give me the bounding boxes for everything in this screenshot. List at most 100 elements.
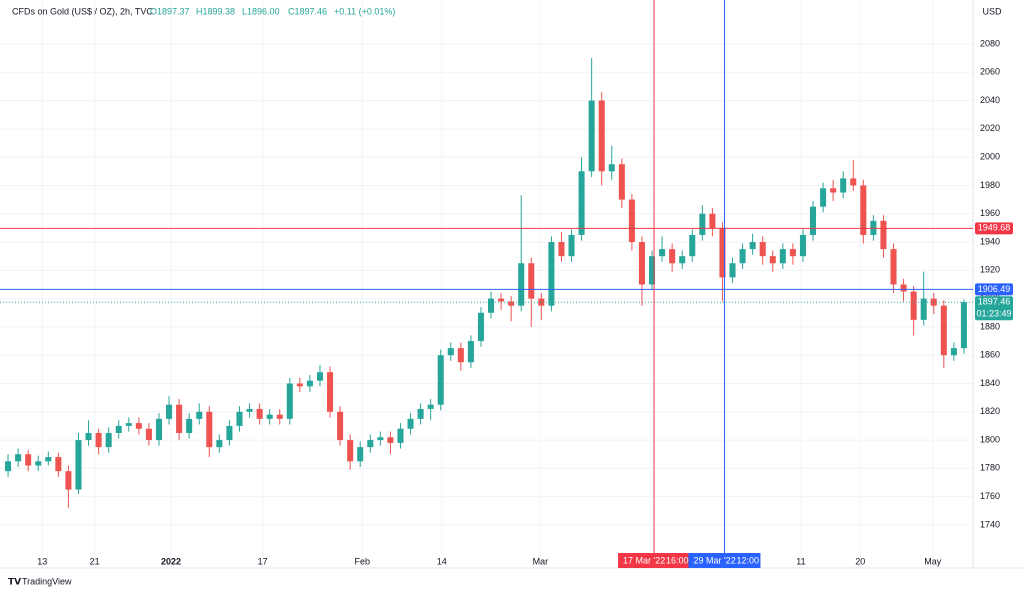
date-label: 17 Mar '22 xyxy=(623,555,665,565)
candle-body xyxy=(608,164,615,172)
brand: TradingView xyxy=(22,576,72,586)
candle-body xyxy=(296,383,303,387)
y-tick-label: 2040 xyxy=(980,95,1000,105)
candle-body xyxy=(618,164,625,200)
x-tick-label: 21 xyxy=(90,556,100,566)
candle-body xyxy=(196,411,203,419)
candle-body xyxy=(145,428,152,441)
x-tick-label: 17 xyxy=(258,556,268,566)
candle-body xyxy=(135,423,142,429)
legend-value: H1899.38 xyxy=(196,6,235,16)
candle-body xyxy=(638,242,645,285)
candle-body xyxy=(769,256,776,264)
candle-body xyxy=(679,256,686,264)
last-price-box xyxy=(975,296,1013,321)
candle-body xyxy=(699,213,706,235)
candle-body xyxy=(95,432,102,448)
candle-body xyxy=(367,440,374,448)
candle-body xyxy=(900,284,907,292)
candle-body xyxy=(890,249,897,285)
y-tick-label: 2020 xyxy=(980,123,1000,133)
candle-body xyxy=(85,432,92,441)
candle-body xyxy=(779,249,786,264)
y-tick-label: 1800 xyxy=(980,434,1000,444)
y-tick-label: 1980 xyxy=(980,180,1000,190)
candle-body xyxy=(488,298,495,313)
candle-body xyxy=(55,457,62,472)
candle-body xyxy=(709,213,716,228)
candle-body xyxy=(337,411,344,441)
candle-body xyxy=(276,414,283,419)
y-tick-label: 1880 xyxy=(980,321,1000,331)
candle-body xyxy=(75,440,82,490)
candle-body xyxy=(729,263,736,278)
legend-value: C1897.46 xyxy=(288,6,327,16)
candle-body xyxy=(236,411,243,426)
candle-body xyxy=(809,206,817,235)
candle-body xyxy=(659,249,666,257)
x-tick-label: 13 xyxy=(37,556,47,566)
candle-body xyxy=(246,408,253,412)
candle-body xyxy=(427,404,434,409)
candle-body xyxy=(649,256,656,285)
y-tick-label: 1820 xyxy=(980,406,1000,416)
candle-body xyxy=(860,185,867,235)
candle-body xyxy=(880,220,887,250)
candle-body xyxy=(669,249,676,264)
candle-body xyxy=(830,188,837,193)
date-label: 29 Mar '22 xyxy=(693,555,735,565)
price-label-box xyxy=(975,222,1013,235)
candle-body xyxy=(558,242,565,257)
candle-body xyxy=(789,249,796,257)
legend-value: +0.11 (+0.01%) xyxy=(334,6,395,16)
y-tick-label: 2000 xyxy=(980,152,1000,162)
candle-body xyxy=(5,461,12,472)
candle-body xyxy=(437,355,444,405)
candle-body xyxy=(206,411,213,448)
candle-body xyxy=(508,301,515,306)
candle-body xyxy=(518,263,525,306)
candle-body xyxy=(719,227,726,278)
y-tick-label: 1760 xyxy=(980,491,1000,501)
candle-body xyxy=(749,242,756,250)
x-tick-label: 14 xyxy=(437,556,447,566)
candle-body xyxy=(407,418,414,429)
candle-body xyxy=(940,305,947,356)
candle-body xyxy=(920,298,927,320)
price-label: 1949.68 xyxy=(978,223,1011,233)
candle-body xyxy=(548,242,555,306)
candle-body xyxy=(840,178,847,193)
candle-body xyxy=(960,302,967,349)
candle-body xyxy=(538,298,545,306)
candle-body xyxy=(820,188,827,207)
time-label: 12:00 xyxy=(736,555,759,565)
y-tick-label: 1860 xyxy=(980,350,1000,360)
y-tick-label: 1840 xyxy=(980,378,1000,388)
candle-body xyxy=(25,454,32,466)
y-tick-label: 2080 xyxy=(980,38,1000,48)
candle-body xyxy=(578,171,585,235)
candle-body xyxy=(588,100,595,172)
currency: USD xyxy=(982,6,1002,16)
date-label-box xyxy=(688,553,761,568)
last-price-label: 1897.46 xyxy=(978,297,1011,307)
candle-body xyxy=(105,432,112,448)
price-label-box xyxy=(975,283,1013,296)
y-tick-label: 1740 xyxy=(980,519,1000,529)
candle-body xyxy=(115,425,122,433)
countdown: 01:23:49 xyxy=(976,309,1011,319)
candle-body xyxy=(45,457,52,462)
candle-body xyxy=(316,372,323,381)
date-label-box xyxy=(618,553,691,568)
y-tick-label: 1780 xyxy=(980,463,1000,473)
candle-body xyxy=(327,372,334,412)
legend-value: L1896.00 xyxy=(242,6,280,16)
candle-body xyxy=(166,404,173,419)
candle-body xyxy=(457,348,464,363)
candle-body xyxy=(256,408,263,419)
candle-body xyxy=(759,242,766,257)
candle-body xyxy=(477,312,484,342)
candle-body xyxy=(628,199,635,243)
x-tick-label: 2022 xyxy=(161,556,181,566)
candle-body xyxy=(689,234,696,257)
